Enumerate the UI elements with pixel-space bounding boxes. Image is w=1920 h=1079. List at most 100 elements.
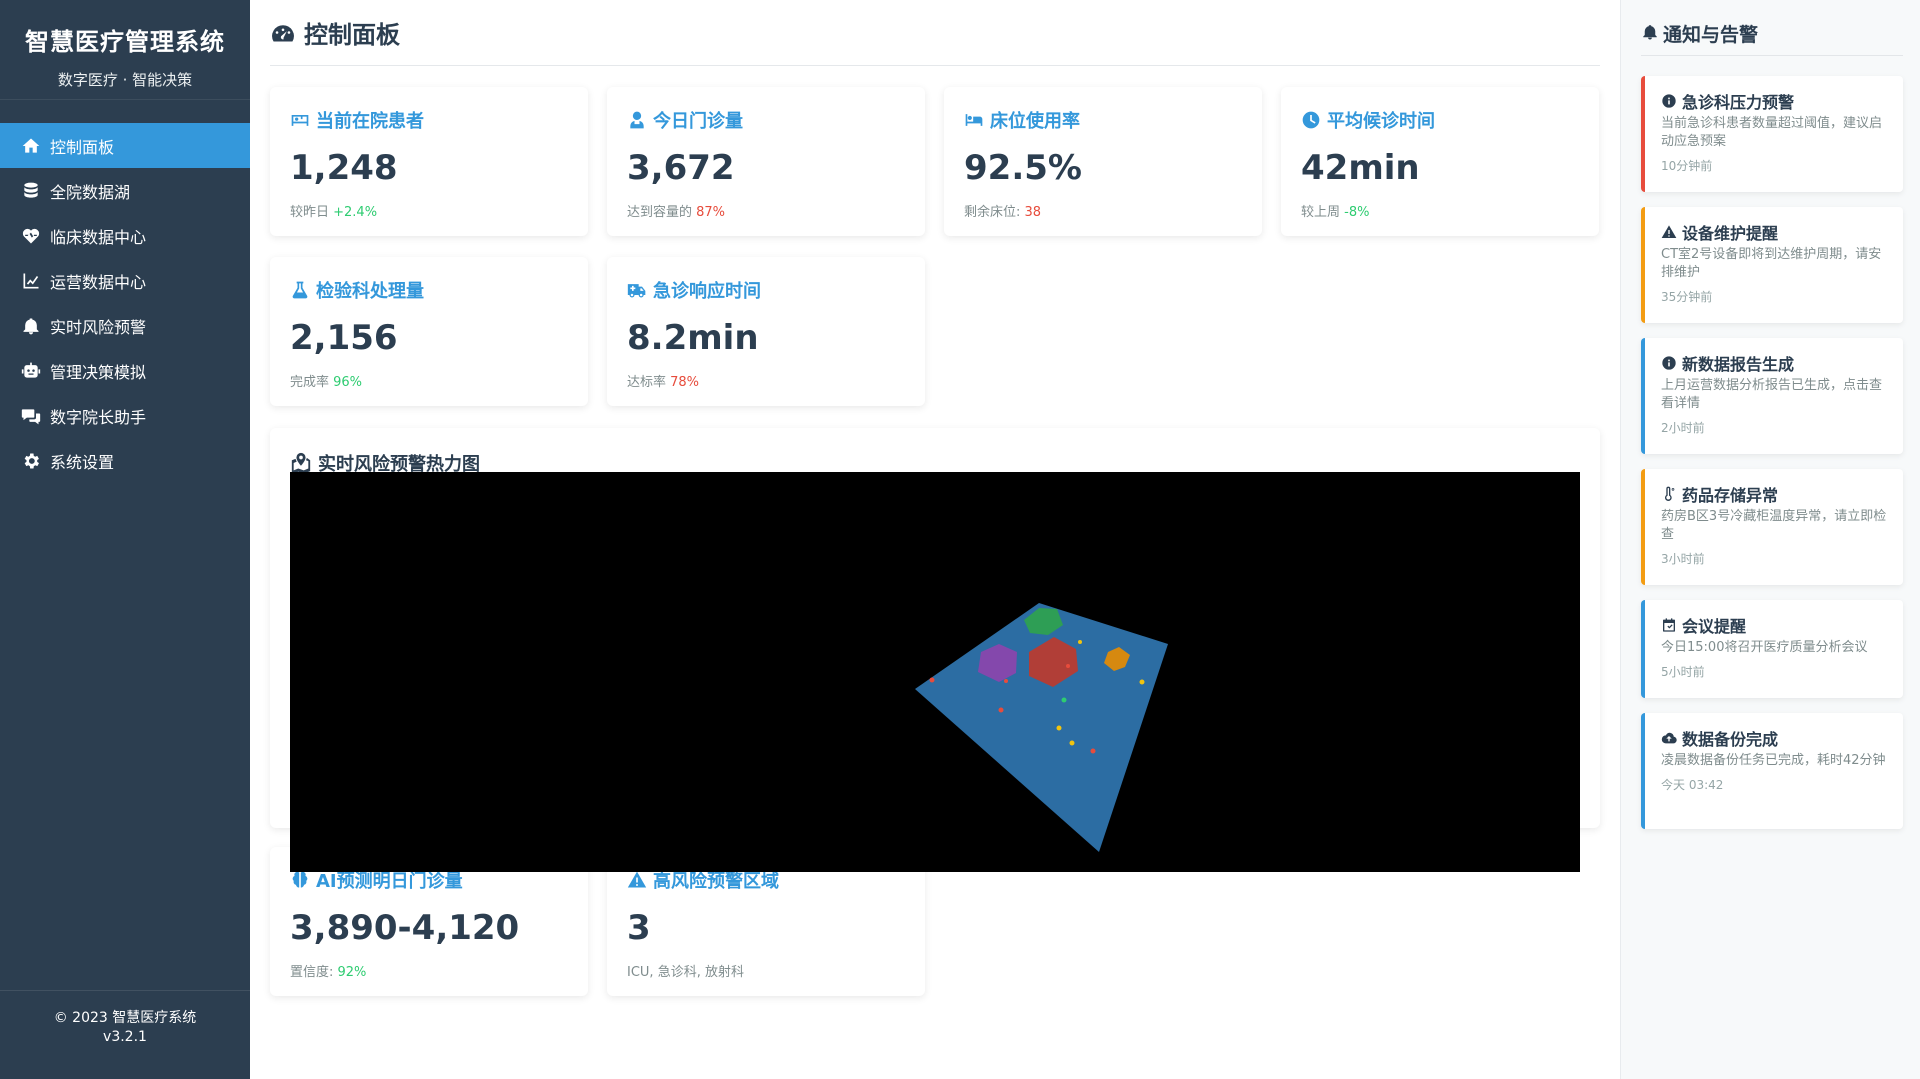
card-note: ICU, 急诊科, 放射科 xyxy=(627,961,905,980)
warning-icon xyxy=(1661,225,1677,238)
sidebar-item-dashboard[interactable]: 控制面板 xyxy=(0,123,250,168)
notification-title-text: 设备维护提醒 xyxy=(1682,224,1779,243)
card-value: 1,248 xyxy=(290,148,398,188)
heatmap-zone-red xyxy=(1029,637,1078,687)
notification-time: 今天 03:42 xyxy=(1661,778,1724,792)
card-note-prefix: 较昨日 xyxy=(290,205,334,220)
heatmap-point xyxy=(929,677,935,683)
notification-item-title: 药品存储异常 xyxy=(1661,483,1887,505)
card-value: 3,672 xyxy=(627,148,735,188)
heatmap-title-text: 实时风险预警热力图 xyxy=(318,454,480,475)
notification-title-text: 药品存储异常 xyxy=(1682,486,1779,505)
map-marked-icon xyxy=(291,452,311,474)
heatmap-point xyxy=(998,707,1004,713)
sidebar-item-decision-sim[interactable]: 管理决策模拟 xyxy=(0,348,250,393)
card-note-value: 92% xyxy=(337,965,367,980)
brand: 智慧医疗管理系统 数字医疗 · 智能决策 xyxy=(0,0,250,100)
database-icon xyxy=(20,180,42,202)
card-note-prefix: 较上周 xyxy=(1301,205,1345,220)
notification-title-text: 新数据报告生成 xyxy=(1682,355,1795,374)
card-note: 置信度: 92% xyxy=(290,961,568,980)
card-note-prefix: 置信度: xyxy=(290,965,338,980)
chat-icon xyxy=(20,405,42,427)
sidebar-item-director-assistant[interactable]: 数字院长助手 xyxy=(0,393,250,438)
heatmap-point xyxy=(1004,679,1008,683)
sidebar-item-settings[interactable]: 系统设置 xyxy=(0,438,250,483)
sidebar-item-clinical[interactable]: 临床数据中心 xyxy=(0,213,250,258)
line-chart-icon xyxy=(20,270,42,292)
sidebar-item-label: 管理决策模拟 xyxy=(50,362,147,382)
card-title-text: AI预测明日门诊量 xyxy=(316,871,463,892)
sidebar: 智慧医疗管理系统 数字医疗 · 智能决策 控制面板 全院数据湖 临床数据中心 运… xyxy=(0,0,250,1079)
sidebar-item-data-lake[interactable]: 全院数据湖 xyxy=(0,168,250,213)
sidebar-item-operations[interactable]: 运营数据中心 xyxy=(0,258,250,303)
home-icon xyxy=(20,135,42,157)
notification-item[interactable]: 设备维护提醒 CT室2号设备即将到达维护周期，请安排维护 35分钟前 xyxy=(1641,207,1903,323)
notification-item[interactable]: 急诊科压力预警 当前急诊科患者数量超过阈值，建议启动应急预案 10分钟前 xyxy=(1641,76,1903,192)
notification-item[interactable]: 新数据报告生成 上月运营数据分析报告已生成，点击查看详情 2小时前 xyxy=(1641,338,1903,454)
sidebar-item-label: 实时风险预警 xyxy=(50,317,147,337)
sidebar-item-label: 全院数据湖 xyxy=(50,182,131,202)
stat-card-wait-time: 平均候诊时间 42min 较上周 -8% xyxy=(1281,87,1599,236)
notification-time: 2小时前 xyxy=(1661,421,1705,435)
page-title: 控制面板 xyxy=(304,21,400,49)
sidebar-item-label: 控制面板 xyxy=(50,137,115,157)
sidebar-nav: 控制面板 全院数据湖 临床数据中心 运营数据中心 实时风险预警 管理决策模拟 数… xyxy=(0,123,250,483)
stat-card-inpatients: 当前在院患者 1,248 较昨日 +2.4% xyxy=(270,87,588,236)
notification-body: 凌晨数据备份任务已完成，耗时42分钟 xyxy=(1661,753,1886,768)
card-title-text: 检验科处理量 xyxy=(316,281,424,302)
card-title: 床位使用率 xyxy=(964,107,1242,133)
card-value: 92.5% xyxy=(964,148,1082,188)
notification-panel: 通知与告警 急诊科压力预警 当前急诊科患者数量超过阈值，建议启动应急预案 10分… xyxy=(1620,0,1920,1079)
card-title: 平均候诊时间 xyxy=(1301,107,1579,133)
notification-item-title: 设备维护提醒 xyxy=(1661,221,1887,243)
heatmap-point xyxy=(1069,740,1075,746)
card-note-value: 96% xyxy=(333,375,363,390)
card-title-text: 当前在院患者 xyxy=(316,111,424,132)
info-circle-icon xyxy=(1662,356,1676,370)
sidebar-item-label: 运营数据中心 xyxy=(50,272,147,292)
heatmap-point xyxy=(1139,679,1145,685)
card-value: 8.2min xyxy=(627,318,759,358)
sidebar-item-label: 临床数据中心 xyxy=(50,227,147,247)
heatmap-point xyxy=(1056,725,1062,731)
card-title: 当前在院患者 xyxy=(290,107,568,133)
card-note-value: 87% xyxy=(696,205,726,220)
notification-header: 通知与告警 xyxy=(1641,20,1903,56)
stat-card-emergency-response: 急诊响应时间 8.2min 达标率 78% xyxy=(607,257,925,406)
notification-item[interactable]: 药品存储异常 药房B区3号冷藏柜温度异常，请立即检查 3小时前 xyxy=(1641,469,1903,585)
stat-card-outpatients: 今日门诊量 3,672 达到容量的 87% xyxy=(607,87,925,236)
sidebar-item-risk-alert[interactable]: 实时风险预警 xyxy=(0,303,250,348)
notification-time: 3小时前 xyxy=(1661,552,1705,566)
card-title-text: 平均候诊时间 xyxy=(1327,111,1435,132)
card-value: 3,890-4,120 xyxy=(290,908,520,948)
brand-subtitle: 数字医疗 · 智能决策 xyxy=(57,71,193,89)
notification-body: 药房B区3号冷藏柜温度异常，请立即检查 xyxy=(1661,509,1887,542)
risk-heatmap-3d-canvas[interactable] xyxy=(290,472,1580,872)
bell-icon xyxy=(20,315,42,337)
notification-item-title: 新数据报告生成 xyxy=(1661,352,1887,374)
card-value: 2,156 xyxy=(290,318,398,358)
notification-title-text: 会议提醒 xyxy=(1682,617,1747,636)
notification-item[interactable]: 会议提醒 今日15:00将召开医疗质量分析会议 5小时前 xyxy=(1641,600,1903,698)
page-header: 控制面板 xyxy=(270,18,1600,66)
notification-time: 10分钟前 xyxy=(1661,159,1713,173)
heatmap-point xyxy=(1066,664,1070,668)
info-circle-icon xyxy=(1662,94,1676,108)
heatmap-point xyxy=(1061,697,1067,703)
notification-time: 5小时前 xyxy=(1661,665,1705,679)
heartbeat-icon xyxy=(20,225,42,247)
notification-item[interactable]: 数据备份完成 凌晨数据备份任务已完成，耗时42分钟 今天 03:42 xyxy=(1641,713,1903,829)
notification-item-title: 会议提醒 xyxy=(1661,614,1887,636)
notification-body: CT室2号设备即将到达维护周期，请安排维护 xyxy=(1661,247,1882,280)
bed-icon xyxy=(965,114,983,126)
calendar-icon xyxy=(1663,618,1675,632)
gear-icon xyxy=(20,450,42,472)
brand-title: 智慧医疗管理系统 xyxy=(25,28,225,56)
thermometer-icon xyxy=(1665,486,1675,501)
brain-icon xyxy=(292,871,308,888)
card-title-text: 今日门诊量 xyxy=(653,111,743,132)
card-note-value: 38 xyxy=(1024,205,1042,220)
card-note-value: +2.4% xyxy=(333,205,378,220)
sidebar-footer: © 2023 智慧医疗系统 v3.2.1 xyxy=(0,990,250,1079)
